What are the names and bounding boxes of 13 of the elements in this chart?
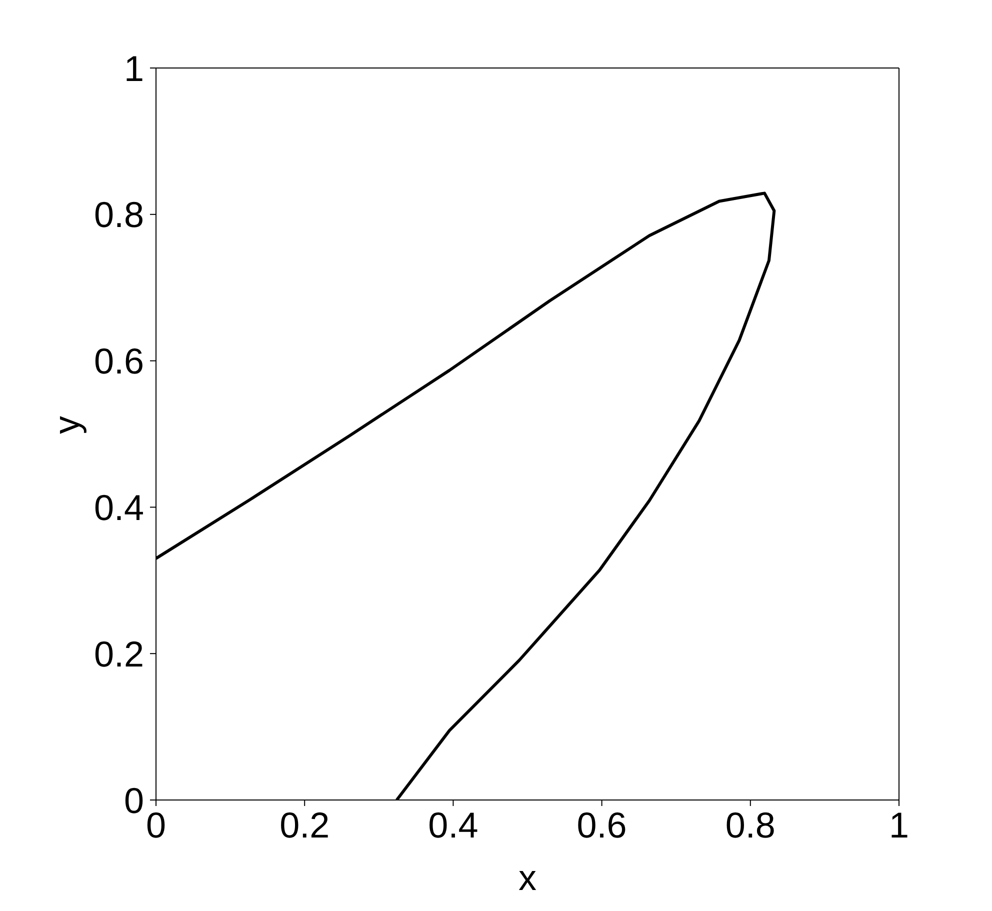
x-tick-label: 0.2 [280, 804, 330, 846]
y-tick-label: 0.4 [94, 486, 144, 528]
x-tick-label: 0.6 [576, 804, 627, 846]
x-tick-label: 0.4 [428, 804, 478, 846]
y-tick-label: 0.6 [94, 340, 144, 382]
y-tick-label: 0.2 [94, 633, 144, 674]
x-tick-label: 1 [888, 804, 910, 846]
y-axis-title: y [46, 416, 87, 434]
y-tick-label: 0 [124, 780, 144, 821]
x-tick-label: 0.8 [725, 804, 776, 846]
x-axis-title: x [518, 857, 536, 898]
y-tick-label: 0.8 [94, 194, 144, 236]
y-tick-label: 1 [124, 48, 144, 89]
